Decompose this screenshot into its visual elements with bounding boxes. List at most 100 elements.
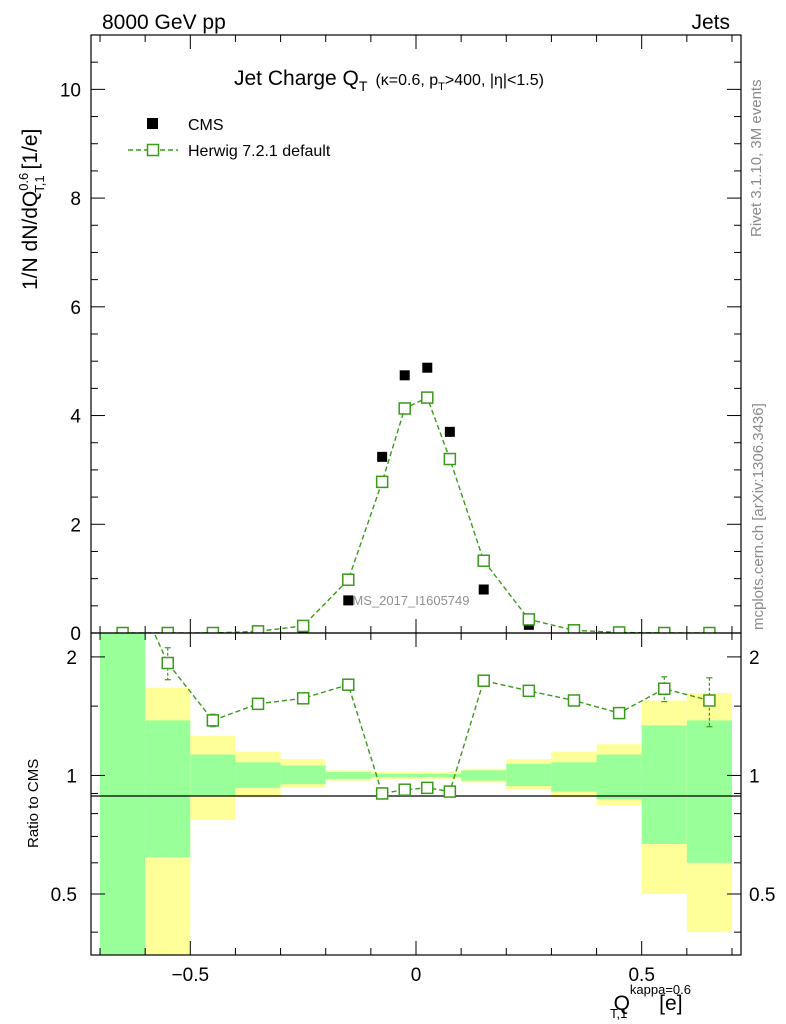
herwig-point bbox=[703, 626, 716, 633]
ratio-plot-panel: 0.5 0.5 1 1 2 2 −0.5 0 0.5 bbox=[51, 633, 775, 986]
band-inner-5 bbox=[325, 772, 371, 779]
herwig-point bbox=[296, 619, 310, 633]
rivet-label: Rivet 3.1.10, 3M events bbox=[748, 79, 765, 237]
band-inner-7 bbox=[393, 773, 416, 778]
cms-point bbox=[444, 426, 455, 437]
main-ytick-label-0: 0 bbox=[70, 624, 81, 645]
band-inner-6 bbox=[370, 773, 394, 778]
herwig-ratio-point bbox=[522, 684, 536, 698]
xlabel: Qkappa=0.6 T,1 [e] bbox=[610, 982, 691, 1021]
header-left: 8000 GeV pp bbox=[102, 11, 226, 34]
main-axis-ticks: 0 2 4 6 8 10 bbox=[60, 35, 741, 645]
band-inner-10 bbox=[461, 770, 507, 781]
herwig-ratio-point bbox=[251, 697, 265, 711]
herwig-point bbox=[398, 402, 411, 415]
legend: CMS Herwig 7.2.1 default bbox=[128, 117, 331, 160]
main-ytick-label-4: 8 bbox=[70, 189, 81, 210]
header-right: Jets bbox=[691, 11, 730, 34]
legend-herwig-label: Herwig 7.2.1 default bbox=[188, 143, 331, 160]
ratio-ylabel: Ratio to CMS bbox=[25, 759, 42, 848]
band-inner-9 bbox=[438, 773, 462, 778]
plot-title-cuts: (κ=0.6, p bbox=[375, 72, 438, 89]
herwig-point bbox=[477, 554, 490, 567]
ratio-ytick-label-left-1: 1 bbox=[66, 766, 77, 787]
band-inner-4 bbox=[280, 765, 326, 785]
band-inner-11 bbox=[506, 763, 552, 787]
herwig-ratio-point bbox=[421, 781, 434, 795]
plot-title-cuts-rest: >400, |η|<1.5) bbox=[445, 72, 544, 89]
mcplots-label: mcplots.cern.ch [arXiv:1306.3436] bbox=[750, 403, 767, 630]
band-inner-2 bbox=[190, 754, 236, 796]
herwig-ratio-point bbox=[567, 694, 581, 707]
band-inner-13 bbox=[596, 754, 642, 800]
herwig-point bbox=[342, 573, 355, 586]
cms-point bbox=[422, 362, 433, 373]
herwig-ratio-point bbox=[296, 692, 310, 705]
plot-title: Jet Charge QT (κ=0.6, pT>400, |η|<1.5) bbox=[234, 67, 544, 94]
legend-herwig-marker bbox=[146, 143, 160, 157]
ratio-ytick-label-left-2: 2 bbox=[66, 648, 77, 669]
main-ytick-label-5: 10 bbox=[60, 80, 81, 101]
xlabel-main: Q bbox=[614, 992, 630, 1015]
ratio-data-marks bbox=[153, 633, 716, 800]
plot-title-sub: T bbox=[359, 78, 368, 94]
main-ylabel-sub: T,1 bbox=[32, 175, 47, 192]
herwig-ratio-point bbox=[206, 714, 220, 727]
herwig-ratio-point bbox=[398, 783, 411, 796]
ratio-ytick-label-right-1: 1 bbox=[749, 766, 760, 787]
main-ylabel-prefix: 1/N dN/dQ bbox=[19, 191, 42, 290]
band-inner-8 bbox=[416, 773, 439, 778]
herwig-point bbox=[522, 613, 536, 626]
herwig-ratio-point bbox=[703, 694, 716, 707]
band-inner-14 bbox=[641, 725, 687, 844]
herwig-line bbox=[122, 396, 710, 633]
herwig-point bbox=[443, 452, 457, 466]
ratio-ytick-label-right-2: 2 bbox=[749, 648, 760, 669]
main-ytick-label-2: 4 bbox=[70, 407, 81, 428]
watermark: CMS_2017_I1605749 bbox=[343, 593, 470, 608]
main-ylabel-suffix: [1/e] bbox=[19, 129, 42, 176]
herwig-point bbox=[206, 626, 220, 633]
ratio-frame bbox=[90, 632, 742, 956]
main-ytick-label-3: 6 bbox=[70, 298, 81, 319]
herwig-ratio-point bbox=[658, 682, 671, 696]
herwig-point bbox=[116, 626, 129, 633]
xtick-label-1: 0 bbox=[411, 965, 422, 986]
xlabel-sup: kappa=0.6 bbox=[630, 982, 691, 997]
herwig-ratio-point bbox=[443, 785, 457, 798]
ratio-ytick-label-right-0: 0.5 bbox=[749, 885, 775, 906]
herwig-ratio-point bbox=[477, 674, 490, 687]
herwig-ratio-point bbox=[342, 678, 355, 691]
band-inner-1 bbox=[145, 720, 191, 858]
herwig-point bbox=[567, 624, 581, 633]
main-ytick-label-1: 2 bbox=[70, 515, 81, 536]
herwig-ratio-line bbox=[153, 633, 710, 795]
herwig-point bbox=[161, 626, 174, 633]
cms-point bbox=[399, 370, 410, 381]
legend-cms-label: CMS bbox=[188, 117, 224, 134]
herwig-ratio-point bbox=[375, 787, 389, 800]
band-inner-3 bbox=[235, 762, 281, 788]
ratio-ytick-label-left-0: 0.5 bbox=[51, 885, 77, 906]
uncertainty-bands bbox=[100, 633, 732, 955]
ratio-axis-ticks: 0.5 0.5 1 1 2 2 −0.5 0 0.5 bbox=[51, 633, 775, 986]
xtick-label-2: 0.5 bbox=[628, 965, 654, 986]
xlabel-unit: [e] bbox=[653, 992, 682, 1015]
plot-title-main: Jet Charge Q bbox=[234, 67, 359, 90]
cms-point bbox=[377, 451, 388, 462]
herwig-ratio-point bbox=[161, 656, 174, 670]
main-plot-panel: 0 2 4 6 8 10 CMS_2017_I1605749 bbox=[60, 35, 741, 645]
legend-cms-marker bbox=[147, 118, 158, 129]
herwig-point bbox=[658, 626, 671, 633]
herwig-ratio-point bbox=[612, 706, 626, 720]
xlabel-sub: T,1 bbox=[610, 1006, 627, 1021]
plot-title-cuts-sub: T bbox=[438, 81, 445, 93]
band-inner-15 bbox=[686, 720, 732, 863]
main-data-marks bbox=[116, 362, 716, 633]
band-inner-0 bbox=[100, 633, 146, 955]
cms-point bbox=[478, 584, 489, 595]
xtick-label-0: −0.5 bbox=[172, 965, 210, 986]
band-inner-12 bbox=[551, 762, 597, 792]
herwig-point bbox=[421, 391, 434, 404]
